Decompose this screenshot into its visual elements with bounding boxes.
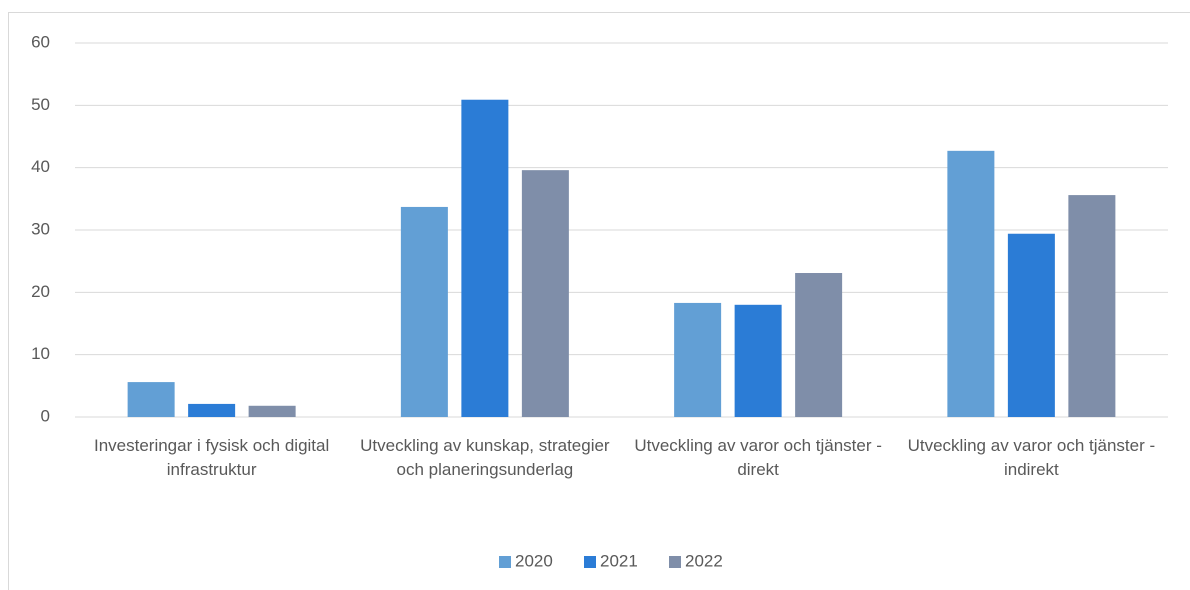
bar	[188, 403, 236, 417]
x-tick-label: Investeringar i fysisk och digital infra…	[93, 436, 330, 479]
chart-frame	[8, 12, 1190, 590]
legend-swatch	[669, 556, 681, 568]
y-tick-label: 40	[31, 157, 50, 176]
y-tick-label: 50	[31, 95, 50, 114]
bar	[734, 304, 782, 417]
bar	[795, 273, 843, 417]
legend-swatch	[499, 556, 511, 568]
x-tick-label: Utveckling av kunskap, strategier och pl…	[360, 436, 610, 479]
bar	[674, 302, 722, 417]
x-tick-label: Utveckling av varor och tjänster - direk…	[634, 436, 882, 479]
bar	[1007, 233, 1055, 417]
bar	[1068, 195, 1116, 417]
bar	[400, 206, 448, 417]
legend-swatch	[584, 556, 596, 568]
bar	[521, 170, 569, 417]
legend-label: 2022	[685, 551, 723, 570]
bar	[248, 405, 296, 417]
legend-label: 2021	[600, 551, 638, 570]
y-tick-label: 60	[31, 32, 50, 51]
y-tick-label: 20	[31, 282, 50, 301]
bar	[127, 382, 175, 417]
y-tick-label: 0	[41, 406, 50, 425]
x-tick-label: Utveckling av varor och tjänster - indir…	[907, 436, 1156, 479]
bar	[947, 150, 995, 417]
bar	[461, 99, 509, 418]
y-tick-label: 30	[31, 219, 50, 238]
legend-label: 2020	[515, 551, 553, 570]
y-tick-label: 10	[31, 344, 50, 363]
